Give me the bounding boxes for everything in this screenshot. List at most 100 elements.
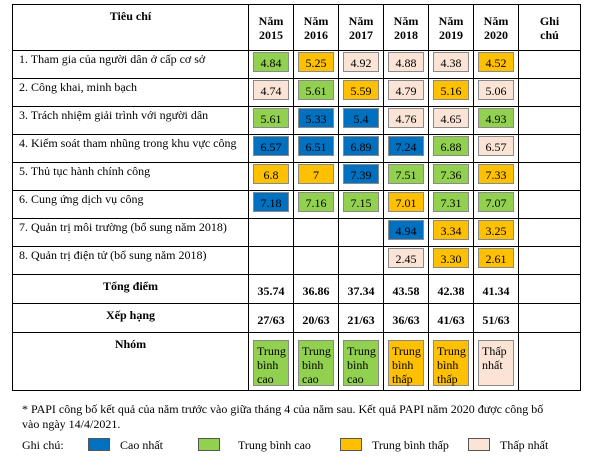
score-value: 6.57: [253, 136, 289, 156]
group-value: Thấp nhất: [478, 340, 514, 386]
score-value: 5.33: [298, 108, 334, 128]
score-cell: 5.61: [293, 78, 339, 107]
header-row: Tiêu chí Năm 2015 Năm 2016 Năm 2017 Năm 2018…: [12, 4, 581, 51]
score-cell: 4.76: [383, 106, 429, 135]
score-value: 4.38: [433, 52, 469, 72]
score-cell: 7.33: [473, 162, 519, 191]
score-value: 3.25: [478, 220, 514, 240]
score-cell: 7.07: [473, 190, 519, 219]
total-value: 36.86: [293, 274, 339, 304]
total-row: Tổng điểm 35.74 36.86 37.34 43.58 42.38 41.34: [12, 274, 581, 304]
score-cell: 5.61: [248, 106, 294, 135]
group-value: Trung bình thấp: [388, 340, 424, 386]
criteria-label: 2. Công khai, minh bạch: [12, 78, 249, 107]
score-value: 5.4: [343, 108, 379, 128]
group-cell: Trung bình cao: [293, 332, 339, 391]
score-value: 7.39: [343, 164, 379, 184]
rank-value: 21/63: [338, 303, 384, 333]
note-cell: [518, 50, 581, 79]
score-cell: 7.18: [248, 190, 294, 219]
score-value: 7.24: [388, 136, 424, 156]
header-year: Năm 2017: [338, 4, 384, 51]
score-cell: 5.59: [338, 78, 384, 107]
rank-value: 20/63: [293, 303, 339, 333]
rank-value: 36/63: [383, 303, 429, 333]
score-value: 5.59: [343, 80, 379, 100]
criteria-row: 3. Trách nhiệm giải trình với người dân 5…: [12, 106, 581, 135]
group-value: Trung bình thấp: [433, 340, 469, 386]
group-cell: Thấp nhất: [473, 332, 519, 391]
group-cell: Trung bình thấp: [383, 332, 429, 391]
score-value: 2.45: [388, 248, 424, 268]
legend-title: Ghi chú:: [22, 438, 64, 452]
score-cell: 7.31: [428, 190, 474, 219]
score-cell: 7.16: [293, 190, 339, 219]
score-cell: 5.25: [293, 50, 339, 79]
score-value: 2.61: [478, 248, 514, 268]
score-value: 6.8: [253, 164, 289, 184]
legend: Ghi chú: Cao nhất Trung bình cao Trung b…: [22, 438, 582, 462]
score-cell: 4.92: [338, 50, 384, 79]
score-cell: 4.74: [248, 78, 294, 107]
score-value: 4.65: [433, 108, 469, 128]
score-cell: 4.84: [248, 50, 294, 79]
score-value: 6.57: [478, 136, 514, 156]
score-cell: 7.36: [428, 162, 474, 191]
score-value: 4.88: [388, 52, 424, 72]
rank-value: 27/63: [248, 303, 294, 333]
legend-label-trung-binh-cao: Trung bình cao: [238, 438, 311, 452]
rank-row: Xếp hạng 27/63 20/63 21/63 36/63 41/63 51/63: [12, 303, 581, 333]
score-cell: 4.94: [383, 218, 429, 247]
score-cell: 4.93: [473, 106, 519, 135]
score-value: 4.79: [388, 80, 424, 100]
score-cell: 7.24: [383, 134, 429, 163]
score-value: 4.76: [388, 108, 424, 128]
score-value: 7.33: [478, 164, 514, 184]
criteria-row: 2. Công khai, minh bạch 4.74 5.61 5.59 4.79 5…: [12, 78, 581, 107]
criteria-label: 3. Trách nhiệm giải trình với người dân: [12, 106, 249, 135]
score-cell: 7: [293, 162, 339, 191]
score-cell: 6.57: [473, 134, 519, 163]
criteria-label: 8. Quản trị điện tử (bổ sung năm 2018): [12, 246, 249, 275]
score-cell: 7.39: [338, 162, 384, 191]
note-cell: [518, 78, 581, 107]
score-cell: 2.61: [473, 246, 519, 275]
note-cell: [518, 134, 581, 163]
total-value: 42.38: [428, 274, 474, 304]
score-value: 4.92: [343, 52, 379, 72]
score-value: 7.51: [388, 164, 424, 184]
header-year: Năm 2019: [428, 4, 474, 51]
score-value: 3.30: [433, 248, 469, 268]
score-value: 7.18: [253, 192, 289, 212]
score-value: 5.16: [433, 80, 469, 100]
score-cell: [293, 246, 339, 275]
group-label: Nhóm: [12, 332, 249, 391]
score-cell: [338, 246, 384, 275]
note-cell: [518, 246, 581, 275]
score-value: 4.52: [478, 52, 514, 72]
score-cell: 4.88: [383, 50, 429, 79]
note-cell: [518, 162, 581, 191]
score-cell: [248, 218, 294, 247]
criteria-row: 6. Cung ứng dịch vụ công 7.18 7.16 7.15 7.01…: [12, 190, 581, 219]
header-year: Năm 2020: [473, 4, 519, 51]
header-year: Năm 2016: [293, 4, 339, 51]
score-cell: 5.06: [473, 78, 519, 107]
legend-label-thap-nhat: Thấp nhất: [500, 438, 549, 452]
score-cell: 6.88: [428, 134, 474, 163]
group-value: Trung bình cao: [298, 340, 334, 386]
score-cell: [338, 218, 384, 247]
criteria-label: 1. Tham gia của người dân ở cấp cơ sở: [12, 50, 249, 79]
header-year: Năm 2018: [383, 4, 429, 51]
group-value: Trung bình cao: [253, 340, 289, 386]
score-cell: 3.30: [428, 246, 474, 275]
score-value: 5.06: [478, 80, 514, 100]
score-cell: [248, 246, 294, 275]
score-cell: 7.51: [383, 162, 429, 191]
score-cell: 6.51: [293, 134, 339, 163]
score-value: 7: [298, 164, 334, 184]
total-value: 43.58: [383, 274, 429, 304]
rank-value: 41/63: [428, 303, 474, 333]
score-cell: 7.15: [338, 190, 384, 219]
